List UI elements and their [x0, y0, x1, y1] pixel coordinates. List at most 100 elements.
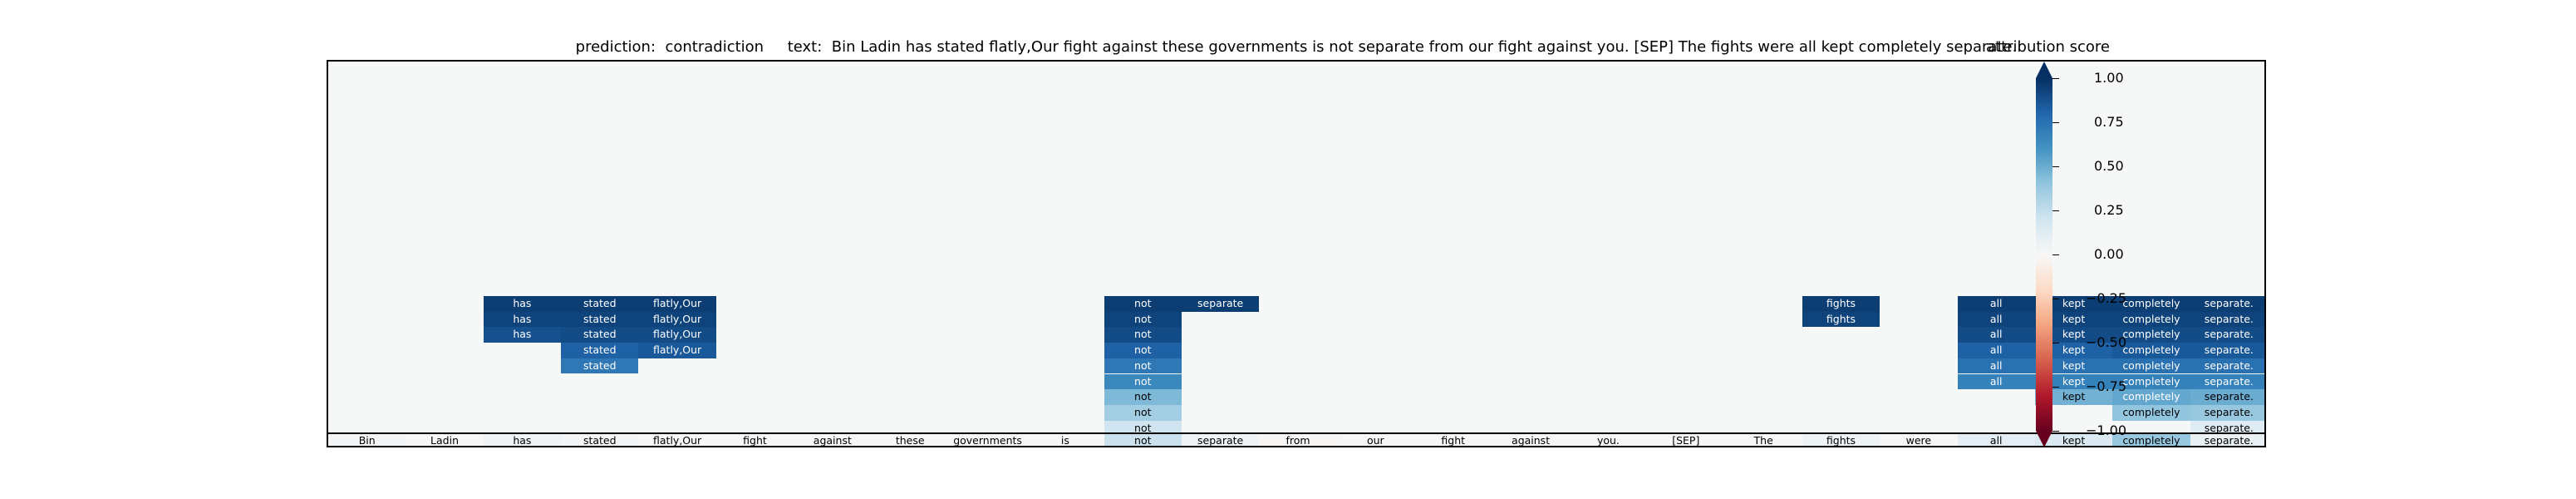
- heatmap-plot-area: has stated flatly,Our not separate fights all k…: [327, 60, 2266, 447]
- heatmap-cell: separate.: [2190, 343, 2264, 358]
- token-label: stated: [561, 434, 639, 446]
- heatmap-cell: kept: [2034, 343, 2113, 358]
- token-label: from: [1259, 434, 1337, 446]
- heatmap-cell: all: [1957, 343, 2035, 358]
- colorbar-tick-mark: [2052, 166, 2059, 167]
- token-label: fight: [1414, 434, 1492, 446]
- heatmap-cell: has: [483, 327, 562, 343]
- heatmap-cell: separate: [1181, 296, 1260, 312]
- token-label: you.: [1569, 434, 1648, 446]
- heatmap-cell: not: [1104, 358, 1182, 374]
- heatmap-cell: flatly,Our: [638, 343, 716, 358]
- token-label: kept: [2034, 434, 2113, 446]
- colorbar-tick-label: 0.00: [2094, 246, 2124, 262]
- heatmap-cell: stated: [561, 343, 639, 358]
- heatmap-cell: has: [483, 296, 562, 312]
- token-label: all: [1957, 434, 2035, 446]
- chart-title: prediction: contradiction text: Bin Ladi…: [575, 38, 2018, 56]
- token-label: fight: [715, 434, 794, 446]
- heatmap-cell: not: [1104, 389, 1182, 405]
- token-label: our: [1336, 434, 1415, 446]
- token-label: Ladin: [406, 434, 484, 446]
- heatmap-cell: kept: [2034, 389, 2113, 405]
- token-label: these: [871, 434, 949, 446]
- colorbar-tick-mark: [2052, 254, 2059, 255]
- heatmap-cell: stated: [561, 327, 639, 343]
- heatmap-cell: not: [1104, 327, 1182, 343]
- colorbar-tick-label: 1.00: [2094, 70, 2124, 86]
- heatmap-cell: separate.: [2190, 373, 2264, 390]
- colorbar-bottom-arrow: [2036, 431, 2052, 447]
- token-label: flatly,Our: [638, 434, 716, 446]
- token-label: against: [794, 434, 872, 446]
- token-label: were: [1880, 434, 1958, 446]
- heatmap-cell: flatly,Our: [638, 327, 716, 343]
- colorbar-tick-mark: [2052, 387, 2059, 388]
- heatmap-cell: kept: [2034, 358, 2113, 374]
- heatmap-cell: not: [1104, 343, 1182, 358]
- token-label: against: [1492, 434, 1570, 446]
- token-row: Bin Ladin has stated flatly,Our fight against t…: [328, 432, 2264, 446]
- heatmap-cell: completely: [2112, 358, 2190, 374]
- heatmap-cell: separate.: [2190, 404, 2264, 421]
- heatmap-cell: completely: [2112, 296, 2190, 312]
- heatmap-cell: not: [1104, 420, 1182, 437]
- token-label: governments: [948, 434, 1027, 446]
- heatmap-cell: fights: [1802, 311, 1880, 328]
- colorbar-gradient: [2036, 78, 2052, 431]
- heatmap-cell: kept: [2034, 373, 2113, 390]
- heatmap-cell: completely: [2112, 327, 2190, 343]
- heatmap-cell: kept: [2034, 327, 2113, 343]
- token-label: fights: [1802, 434, 1880, 446]
- colorbar-tick-label: 0.25: [2094, 202, 2124, 218]
- heatmap-cell: kept: [2034, 311, 2113, 328]
- heatmap-cell: completely: [2112, 343, 2190, 358]
- colorbar-tick-mark: [2052, 431, 2059, 432]
- colorbar: [2036, 62, 2052, 447]
- heatmap-cell: separate.: [2190, 389, 2264, 405]
- token-label: is: [1026, 434, 1104, 446]
- heatmap-cell: not: [1104, 373, 1182, 390]
- heatmap-cell: all: [1957, 373, 2035, 390]
- heatmap-cell: has: [483, 311, 562, 328]
- heatmap-cell: separate.: [2190, 420, 2264, 437]
- token-label: separate: [1181, 434, 1260, 446]
- colorbar-tick-label: −0.75: [2086, 378, 2127, 394]
- colorbar-tick-label: −0.50: [2086, 334, 2127, 350]
- token-label: not: [1104, 434, 1182, 446]
- heatmap-cell: flatly,Our: [638, 296, 716, 312]
- heatmap-cell: all: [1957, 311, 2035, 328]
- colorbar-tick-label: 0.75: [2094, 114, 2124, 130]
- heatmap-cell: fights: [1802, 296, 1880, 312]
- token-label: Bin: [328, 434, 406, 446]
- token-label: completely: [2112, 434, 2190, 446]
- colorbar-tick-label: −1.00: [2086, 422, 2127, 438]
- heatmap-cell: not: [1104, 296, 1182, 312]
- token-label: [SEP]: [1647, 434, 1725, 446]
- heatmap-cell: not: [1104, 404, 1182, 421]
- heatmap-cell: all: [1957, 296, 2035, 312]
- heatmap-cell: separate.: [2190, 327, 2264, 343]
- heatmap-cell: completely: [2112, 404, 2190, 421]
- heatmap-cell: completely: [2112, 373, 2190, 390]
- heatmap-cell: all: [1957, 327, 2035, 343]
- colorbar-tick-label: 0.50: [2094, 158, 2124, 174]
- token-label: has: [483, 434, 562, 446]
- colorbar-tick-mark: [2052, 78, 2059, 79]
- heatmap-cell: flatly,Our: [638, 311, 716, 328]
- heatmap-cell: separate.: [2190, 296, 2264, 312]
- heatmap-cell: completely: [2112, 389, 2190, 405]
- colorbar-tick-mark: [2052, 210, 2059, 211]
- heatmap-cell: all: [1957, 358, 2035, 374]
- heatmap-cell: stated: [561, 311, 639, 328]
- heatmap-cell: separate.: [2190, 358, 2264, 374]
- heatmap-cell: stated: [561, 296, 639, 312]
- colorbar-top-arrow: [2036, 62, 2052, 78]
- heatmap-cell: kept: [2034, 296, 2113, 312]
- token-label: The: [1724, 434, 1802, 446]
- token-label: separate.: [2190, 434, 2264, 446]
- heatmap-cell: completely: [2112, 311, 2190, 328]
- heatmap-cell: not: [1104, 311, 1182, 328]
- heatmap-cell: stated: [561, 358, 639, 374]
- colorbar-tick-label: −0.25: [2086, 290, 2127, 306]
